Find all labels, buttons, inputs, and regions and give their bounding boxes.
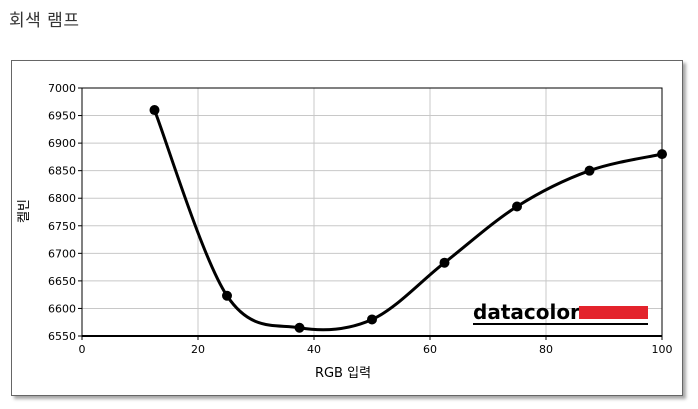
x-axis-label: RGB 입력 bbox=[315, 366, 371, 381]
y-tick-label: 6650 bbox=[48, 275, 76, 288]
page-title: 회색 램프 bbox=[9, 11, 80, 31]
x-tick-label: 80 bbox=[539, 343, 553, 356]
data-point bbox=[294, 322, 305, 333]
y-tick-label: 6550 bbox=[48, 330, 76, 343]
data-point bbox=[512, 201, 522, 212]
chart-ticks: 6550 6600 6650 6700 6750 6800 6850 6900 6950 7000… bbox=[48, 82, 673, 356]
data-point bbox=[367, 314, 377, 325]
x-tick-label: 20 bbox=[191, 343, 205, 356]
data-point bbox=[439, 257, 450, 268]
series-line bbox=[153, 108, 664, 332]
gray-ramp-chart: 6550 6600 6650 6700 6750 6800 6850 6900 6950 7000… bbox=[17, 82, 673, 381]
datacolor-logo-text: datacolor bbox=[473, 300, 580, 324]
plot-area-border bbox=[81, 87, 663, 337]
data-point bbox=[584, 165, 595, 176]
y-axis-label: 켈빈 bbox=[17, 199, 32, 223]
x-tick-label: 0 bbox=[79, 343, 86, 356]
y-tick-label: 6900 bbox=[48, 137, 76, 150]
y-tick-label: 7000 bbox=[48, 82, 76, 95]
datacolor-logo: datacolor bbox=[473, 300, 648, 325]
chart-axes bbox=[81, 87, 663, 337]
x-tick-label: 60 bbox=[423, 343, 437, 356]
y-tick-label: 6750 bbox=[48, 220, 76, 233]
chart-grid bbox=[81, 87, 663, 337]
x-tick-label: 100 bbox=[652, 343, 673, 356]
data-points bbox=[149, 105, 667, 333]
y-tick-label: 6950 bbox=[48, 110, 76, 123]
data-point bbox=[222, 290, 232, 301]
x-tick-label: 40 bbox=[307, 343, 321, 356]
y-tick-label: 6800 bbox=[48, 192, 76, 205]
y-tick-label: 6850 bbox=[48, 165, 76, 178]
data-point bbox=[657, 149, 667, 160]
y-tick-label: 6700 bbox=[48, 247, 76, 260]
y-tick-label: 6600 bbox=[48, 302, 76, 315]
chart-frame: 6550 6600 6650 6700 6750 6800 6850 6900 6950 7000… bbox=[11, 60, 683, 396]
datacolor-logo-underline bbox=[473, 323, 648, 325]
data-point bbox=[149, 105, 160, 116]
datacolor-logo-bar bbox=[579, 306, 648, 319]
